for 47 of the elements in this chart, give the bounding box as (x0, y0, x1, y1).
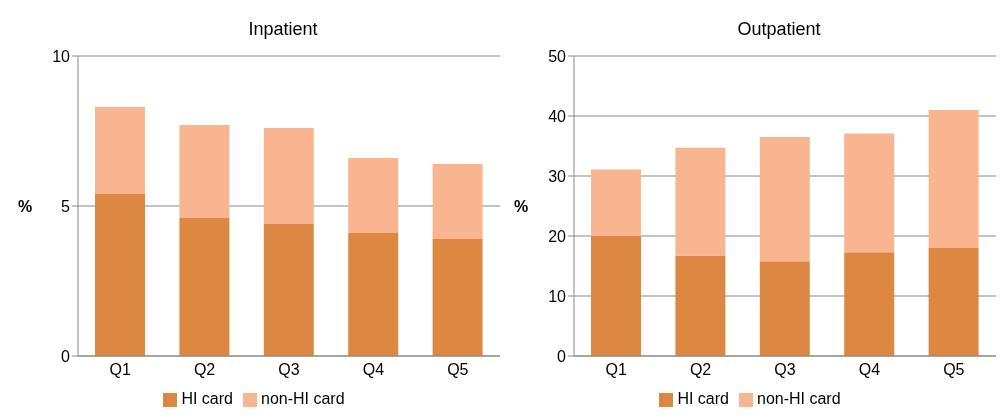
bar (591, 236, 641, 356)
x-tick-label: Q5 (447, 361, 469, 379)
bar (928, 248, 979, 356)
bar (928, 110, 979, 248)
x-tick-label: Q1 (605, 361, 627, 379)
bar (844, 133, 895, 253)
y-tick-label: 0 (61, 347, 71, 365)
bar (348, 158, 399, 233)
legend-label: non-HI card (260, 390, 345, 407)
bar (675, 255, 726, 356)
x-tick-label: Q2 (193, 361, 216, 379)
legend-label: HI card (181, 390, 233, 407)
bar (844, 252, 895, 356)
x-tick-label: Q4 (858, 361, 881, 379)
y-tick-label: 0 (557, 347, 567, 365)
legend-label: non-HI card (756, 390, 841, 407)
bar (179, 125, 230, 218)
bar (432, 164, 483, 239)
bar (263, 224, 314, 356)
bar (348, 233, 399, 356)
bar (675, 147, 726, 256)
bar (179, 218, 230, 356)
bar (591, 169, 641, 236)
x-tick-label: Q4 (362, 361, 385, 379)
legend-label: HI card (677, 390, 729, 407)
x-tick-label: Q5 (943, 361, 965, 379)
y-axis-title: % (18, 197, 33, 215)
y-tick-label: 40 (548, 107, 567, 125)
x-tick-label: Q3 (774, 361, 796, 379)
bar (432, 239, 483, 356)
y-tick-label: 20 (548, 227, 567, 245)
x-tick-label: Q2 (689, 361, 712, 379)
y-axis-title: % (514, 197, 529, 215)
chart-title: Outpatient (736, 18, 822, 41)
y-tick-label: 10 (548, 287, 567, 305)
y-tick-label: 10 (52, 47, 71, 65)
x-tick-label: Q1 (109, 361, 131, 379)
chart-title: Inpatient (247, 18, 319, 41)
bar (263, 128, 314, 224)
bar (759, 137, 810, 262)
y-tick-label: 5 (61, 197, 71, 215)
x-tick-label: Q3 (278, 361, 300, 379)
bar (759, 261, 810, 356)
bar (95, 194, 145, 356)
y-tick-label: 30 (548, 167, 567, 185)
y-tick-label: 50 (548, 47, 567, 65)
bar (95, 107, 145, 194)
